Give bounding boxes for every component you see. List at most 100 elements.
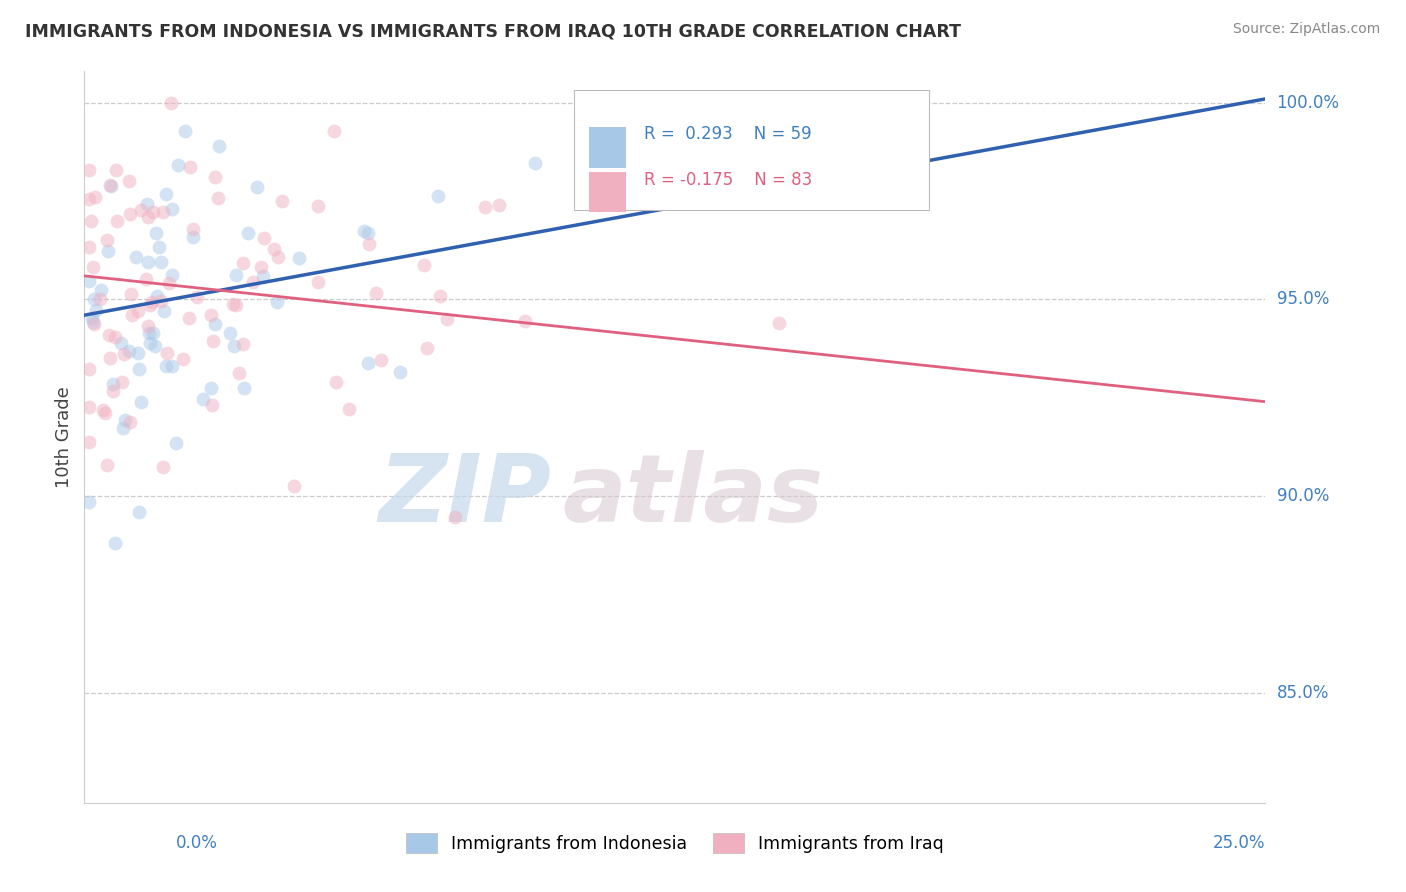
Point: [153, 303, 176, 318]
Point: [101, 384, 124, 398]
Point: [160, 359, 183, 374]
Point: [83, 190, 105, 204]
Point: [97, 244, 120, 258]
Point: [233, 381, 256, 395]
Point: [246, 180, 269, 194]
Point: [83, 292, 105, 306]
Point: [98, 327, 121, 342]
Point: [98, 178, 121, 192]
Point: [128, 362, 150, 376]
Point: [181, 222, 204, 236]
Point: [77, 400, 100, 414]
Point: [84, 302, 107, 317]
Point: [131, 202, 153, 217]
Text: R =  0.293    N = 59: R = 0.293 N = 59: [644, 125, 811, 144]
Point: [155, 359, 177, 374]
Point: [77, 192, 100, 206]
Point: [524, 156, 547, 170]
Point: [129, 395, 152, 409]
Point: [136, 255, 159, 269]
Point: [366, 285, 388, 300]
Point: [186, 290, 208, 304]
Point: [82, 315, 104, 329]
Legend: Immigrants from Indonesia, Immigrants from Iraq: Immigrants from Indonesia, Immigrants fr…: [399, 826, 950, 860]
Point: [165, 435, 187, 450]
Point: [160, 95, 183, 110]
Point: [146, 289, 169, 303]
Point: [139, 336, 162, 351]
Point: [172, 352, 194, 367]
Point: [121, 308, 143, 322]
Point: [77, 495, 100, 509]
Point: [152, 204, 174, 219]
Text: 25.0%: 25.0%: [1213, 834, 1265, 852]
Point: [96, 458, 118, 472]
Point: [228, 366, 250, 380]
Point: [105, 214, 128, 228]
Point: [145, 339, 167, 353]
Point: [111, 375, 134, 389]
Point: [94, 406, 117, 420]
Point: [252, 269, 274, 284]
Point: [173, 124, 195, 138]
Point: [112, 346, 135, 360]
Point: [79, 361, 101, 376]
Point: [389, 365, 412, 379]
Point: [588, 198, 610, 212]
Point: [82, 260, 104, 275]
FancyBboxPatch shape: [589, 172, 627, 212]
Point: [155, 187, 177, 202]
Point: [242, 276, 264, 290]
Point: [768, 316, 790, 330]
Point: [325, 375, 347, 389]
Point: [152, 459, 174, 474]
Point: [370, 352, 392, 367]
Point: [204, 170, 226, 185]
Point: [136, 211, 159, 225]
Point: [253, 230, 276, 244]
Text: IMMIGRANTS FROM INDONESIA VS IMMIGRANTS FROM IRAQ 10TH GRADE CORRELATION CHART: IMMIGRANTS FROM INDONESIA VS IMMIGRANTS …: [25, 22, 962, 40]
Point: [127, 345, 149, 359]
Point: [89, 292, 111, 306]
Point: [177, 311, 200, 326]
Point: [104, 162, 127, 177]
Point: [322, 124, 344, 138]
Point: [120, 206, 142, 220]
Point: [416, 341, 439, 355]
Text: atlas: atlas: [562, 450, 824, 541]
Point: [167, 158, 190, 172]
Point: [231, 337, 253, 351]
Point: [283, 479, 305, 493]
Text: 90.0%: 90.0%: [1277, 487, 1329, 505]
Point: [288, 252, 311, 266]
FancyBboxPatch shape: [589, 128, 627, 168]
Point: [104, 330, 127, 344]
Text: Source: ZipAtlas.com: Source: ZipAtlas.com: [1233, 22, 1381, 37]
Point: [200, 308, 222, 322]
Point: [232, 256, 254, 270]
Point: [150, 293, 173, 308]
Point: [249, 260, 271, 274]
Point: [150, 255, 173, 269]
Point: [225, 268, 247, 282]
Point: [353, 224, 375, 238]
Point: [118, 344, 141, 359]
Point: [90, 283, 112, 297]
Point: [357, 356, 380, 370]
Text: 100.0%: 100.0%: [1277, 94, 1340, 112]
Point: [120, 416, 142, 430]
Point: [443, 510, 465, 524]
Point: [201, 398, 224, 412]
Point: [77, 240, 100, 254]
Point: [427, 189, 450, 203]
Point: [160, 268, 183, 283]
Point: [135, 271, 157, 285]
Point: [219, 326, 242, 341]
Point: [225, 298, 247, 312]
Point: [128, 505, 150, 519]
Point: [193, 392, 215, 406]
Point: [429, 289, 451, 303]
Point: [125, 250, 148, 264]
Point: [204, 317, 226, 331]
Point: [91, 403, 114, 417]
